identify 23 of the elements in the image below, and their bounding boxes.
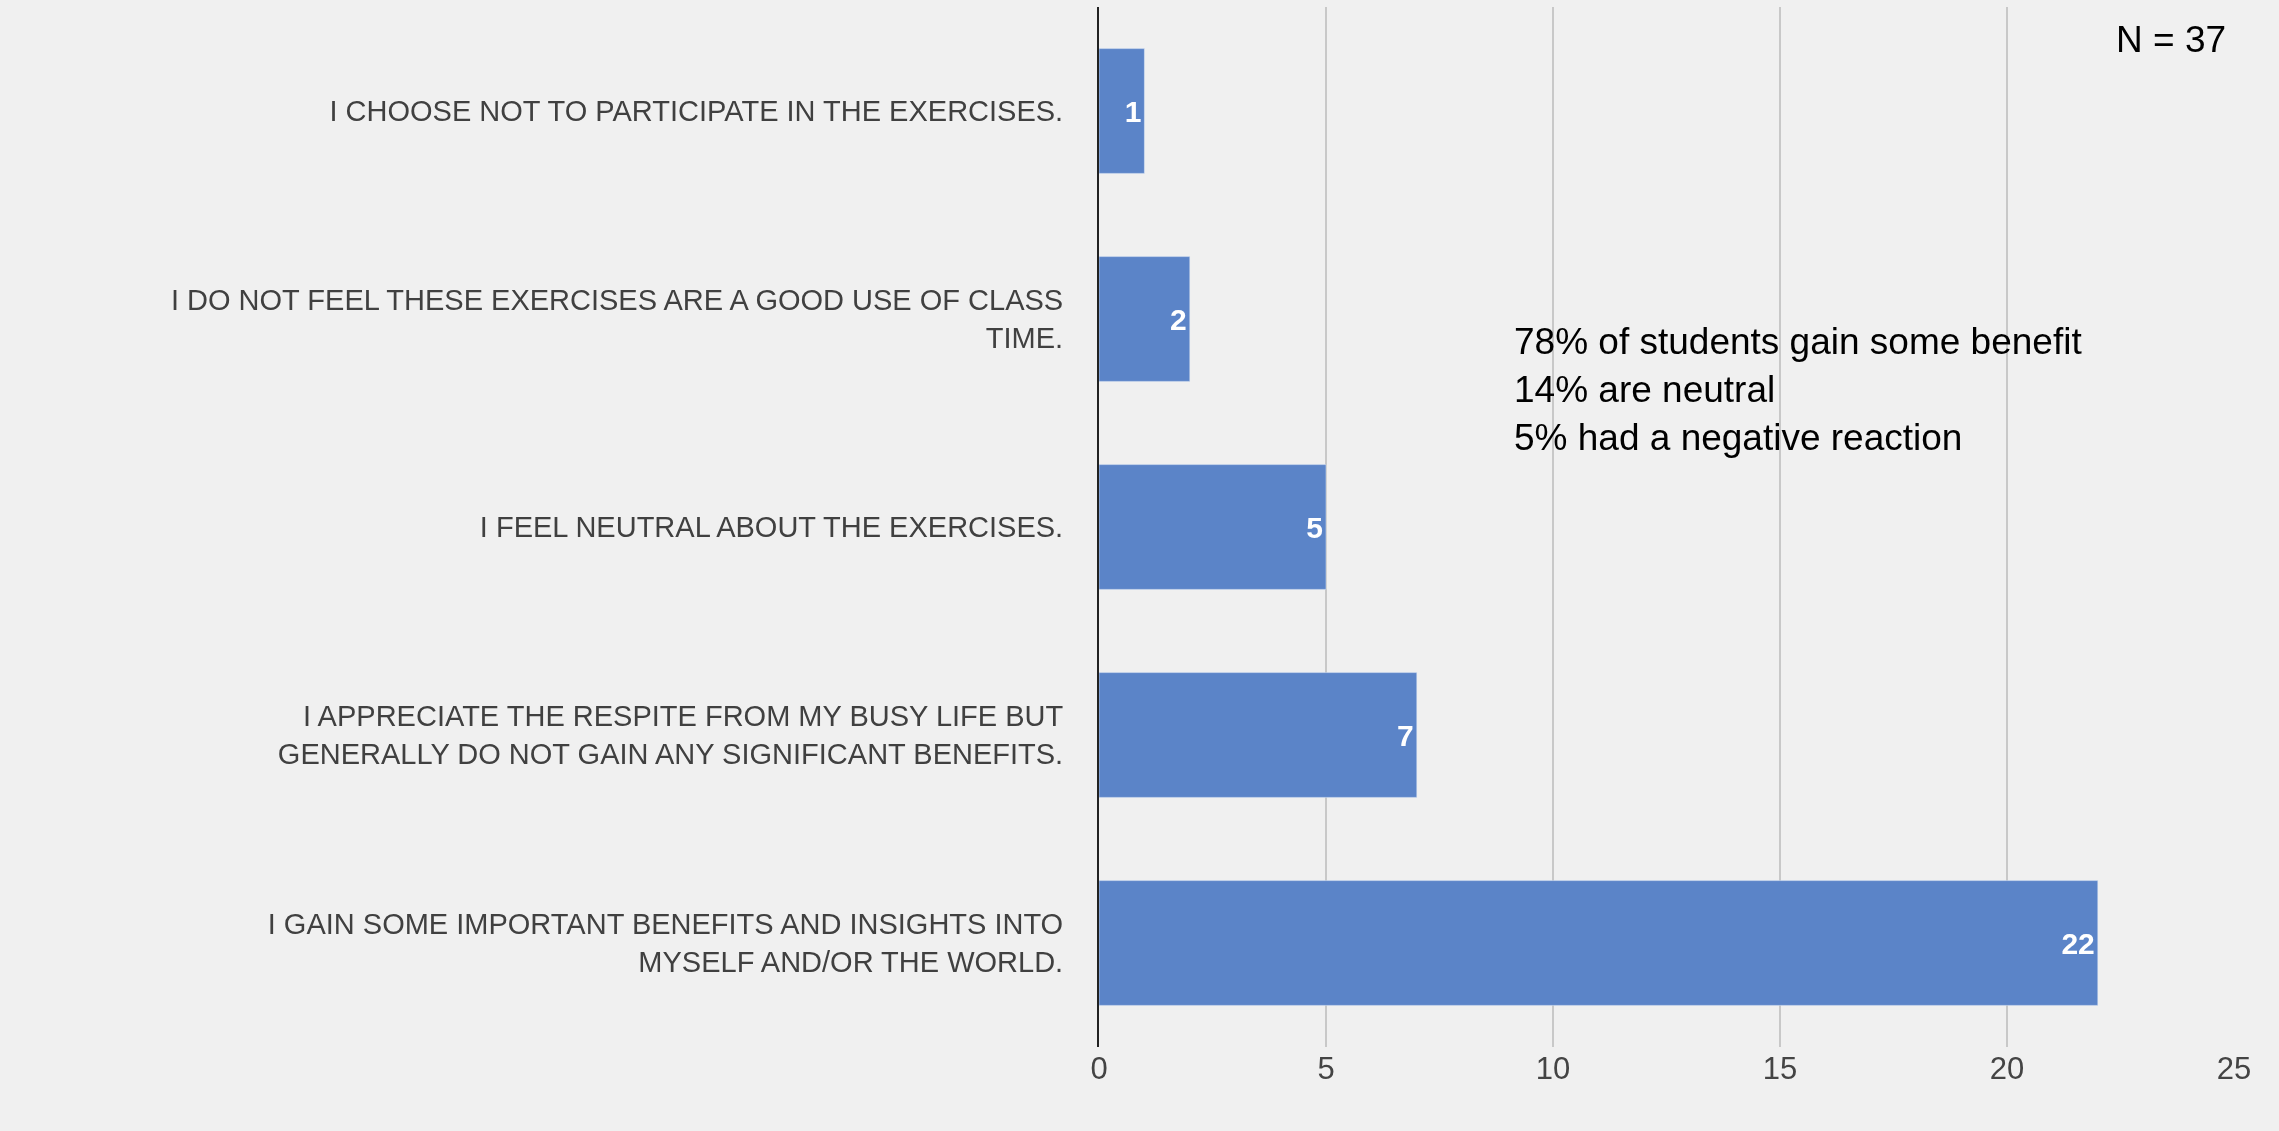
bar bbox=[1099, 464, 1327, 590]
y-tick-label: I APPRECIATE THE RESPITE FROM MY BUSY LIFE BUT GENERALLY DO NOT GAIN ANY SIGNIFICANT BENEFITS. bbox=[277, 700, 1064, 770]
x-tick-label: 15 bbox=[1762, 1051, 1798, 1086]
bar bbox=[1099, 880, 2099, 1006]
annotation: 78% of students gain some benefit 14% are neutral 5% had a negative reaction bbox=[1514, 321, 2083, 459]
data-label: 5 bbox=[1306, 510, 1323, 544]
x-tick-label: 5 bbox=[1317, 1051, 1335, 1086]
x-tick-label: 20 bbox=[1989, 1051, 2025, 1086]
y-tick-label: I FEEL NEUTRAL ABOUT THE EXERCISES. bbox=[479, 511, 1064, 544]
x-tick-label: 25 bbox=[2216, 1051, 2252, 1086]
data-label: 1 bbox=[1124, 94, 1142, 128]
bar bbox=[1099, 48, 1145, 174]
annotation: N = 37 bbox=[2116, 19, 2227, 60]
data-label: 7 bbox=[1397, 718, 1414, 752]
data-label: 22 bbox=[2061, 926, 2095, 960]
y-tick-label: I DO NOT FEEL THESE EXERCISES ARE A GOOD USE OF CLASS TIME. bbox=[170, 284, 1064, 354]
x-tick-label: 0 bbox=[1090, 1051, 1108, 1086]
x-tick-label: 10 bbox=[1535, 1051, 1571, 1086]
y-tick-label: I GAIN SOME IMPORTANT BENEFITS AND INSIGHTS INTO MYSELF AND/OR THE WORLD. bbox=[267, 908, 1064, 978]
y-tick-label: I CHOOSE NOT TO PARTICIPATE IN THE EXERCISES. bbox=[329, 95, 1064, 128]
data-label: 2 bbox=[1170, 302, 1187, 336]
bar bbox=[1099, 256, 1191, 382]
bar bbox=[1099, 672, 1418, 798]
